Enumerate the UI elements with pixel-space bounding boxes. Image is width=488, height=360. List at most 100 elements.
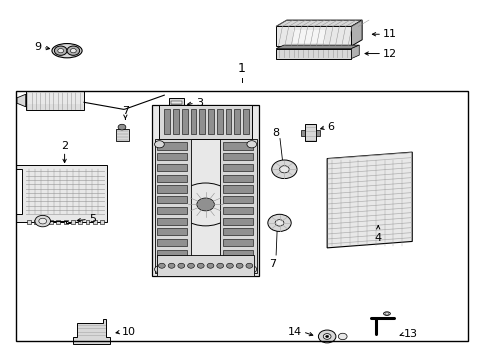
Bar — [171, 105, 182, 108]
Circle shape — [54, 46, 67, 55]
Bar — [222, 153, 252, 160]
Circle shape — [197, 198, 214, 211]
Bar — [157, 217, 187, 225]
Polygon shape — [326, 152, 411, 248]
Text: 12: 12 — [382, 49, 396, 59]
Ellipse shape — [383, 312, 389, 315]
Bar — [71, 220, 75, 224]
Bar — [207, 109, 213, 134]
Bar — [157, 153, 187, 160]
Circle shape — [206, 263, 213, 268]
Bar — [220, 139, 256, 273]
Circle shape — [226, 263, 233, 268]
Bar — [85, 220, 89, 224]
Bar — [243, 109, 248, 134]
Text: 7: 7 — [268, 259, 276, 269]
Circle shape — [275, 220, 284, 226]
Bar — [292, 30, 324, 43]
Bar — [305, 124, 315, 141]
Polygon shape — [276, 20, 362, 26]
Text: 11: 11 — [382, 29, 396, 39]
Bar — [41, 220, 45, 224]
Polygon shape — [276, 45, 359, 49]
Circle shape — [70, 49, 76, 53]
Text: 4: 4 — [374, 233, 381, 243]
Bar — [154, 139, 191, 273]
Circle shape — [178, 263, 184, 268]
Bar — [159, 105, 251, 139]
Bar — [222, 196, 252, 203]
Circle shape — [279, 166, 288, 173]
Text: 3: 3 — [196, 98, 203, 108]
Text: 13: 13 — [403, 329, 417, 339]
Bar — [27, 220, 31, 224]
Circle shape — [39, 218, 46, 224]
Bar — [276, 49, 351, 59]
Circle shape — [236, 263, 243, 268]
Ellipse shape — [52, 44, 82, 58]
Bar — [157, 143, 187, 150]
Circle shape — [245, 263, 252, 268]
Bar — [222, 143, 252, 150]
Bar — [301, 130, 305, 136]
Bar — [157, 249, 187, 257]
Bar — [222, 207, 252, 214]
Bar — [171, 100, 182, 104]
Bar — [157, 175, 187, 182]
Bar — [315, 130, 319, 136]
Bar — [222, 185, 252, 193]
Circle shape — [325, 336, 328, 338]
Polygon shape — [351, 20, 362, 46]
Bar — [222, 217, 252, 225]
Circle shape — [67, 46, 80, 55]
Bar — [222, 228, 252, 235]
Text: 6: 6 — [326, 122, 333, 132]
Bar — [63, 220, 67, 224]
Circle shape — [154, 266, 164, 273]
Bar — [216, 109, 222, 134]
Circle shape — [267, 214, 290, 231]
Bar — [222, 175, 252, 182]
Polygon shape — [351, 45, 359, 59]
Bar — [16, 91, 467, 341]
Bar — [171, 109, 182, 112]
Bar — [199, 109, 204, 134]
Bar — [157, 207, 187, 214]
Bar — [157, 239, 187, 246]
Bar — [222, 260, 252, 267]
Bar — [157, 164, 187, 171]
Bar — [173, 109, 179, 134]
Bar — [222, 239, 252, 246]
Bar — [157, 260, 187, 267]
Circle shape — [168, 263, 175, 268]
Polygon shape — [17, 94, 26, 107]
Bar — [157, 185, 187, 193]
Circle shape — [154, 141, 164, 148]
Text: 2: 2 — [61, 141, 68, 151]
Bar — [78, 220, 82, 224]
Bar — [49, 220, 53, 224]
Circle shape — [176, 183, 234, 226]
Circle shape — [197, 263, 203, 268]
Circle shape — [318, 330, 335, 343]
Bar — [190, 109, 196, 134]
Text: 1: 1 — [238, 62, 245, 75]
Bar — [56, 220, 60, 224]
Circle shape — [323, 334, 330, 339]
Circle shape — [216, 263, 223, 268]
Bar — [164, 109, 170, 134]
Circle shape — [118, 124, 125, 130]
Circle shape — [384, 312, 388, 315]
Circle shape — [372, 323, 378, 328]
Bar — [26, 91, 84, 111]
Bar — [276, 26, 351, 46]
Circle shape — [271, 160, 296, 179]
Bar — [93, 220, 97, 224]
Bar — [116, 129, 129, 141]
Circle shape — [246, 266, 256, 273]
Circle shape — [58, 49, 63, 53]
Bar — [157, 255, 254, 276]
Bar — [182, 109, 187, 134]
Text: 7: 7 — [122, 106, 129, 116]
Bar — [34, 220, 38, 224]
